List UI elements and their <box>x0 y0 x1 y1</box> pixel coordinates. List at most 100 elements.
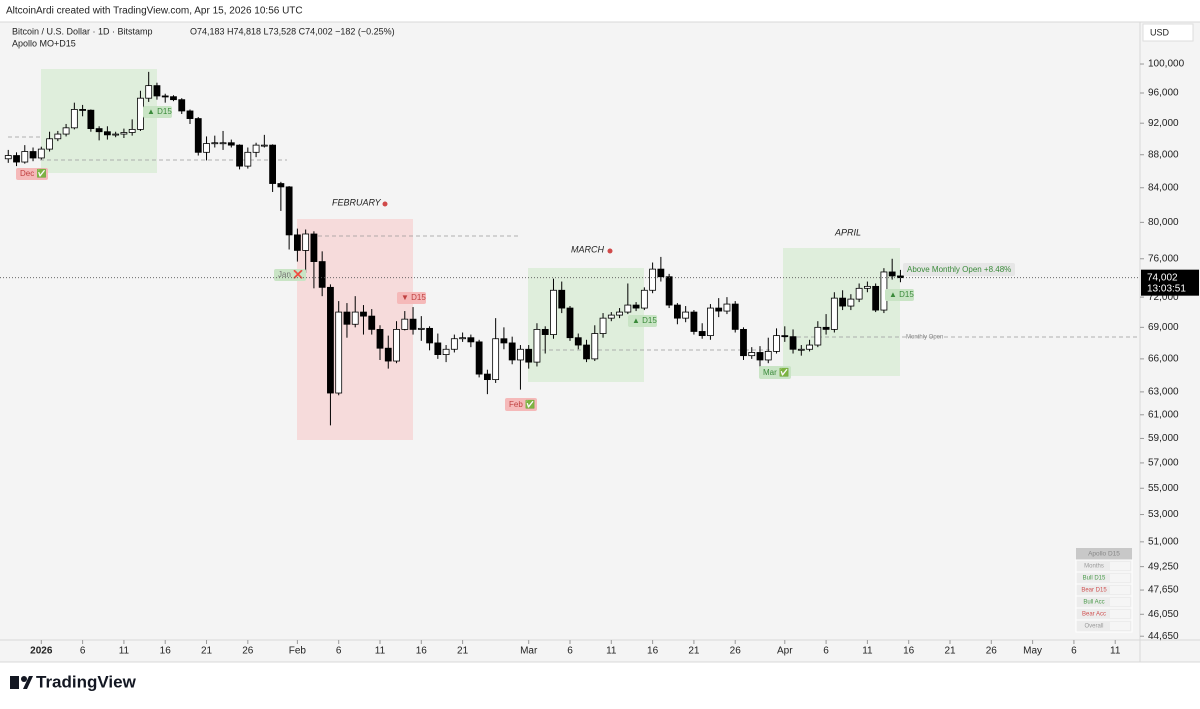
x-tick-label: 21 <box>944 646 956 657</box>
candle-body <box>310 233 318 262</box>
tag-text: Feb ✅ <box>509 399 535 409</box>
x-tick-label: May <box>1023 646 1042 657</box>
table-row-label: Bull D15 <box>1083 576 1106 582</box>
candle-body <box>153 85 161 97</box>
tag-text: ▲ D15 <box>147 107 172 116</box>
y-tick-label: 63,000 <box>1148 387 1179 398</box>
candle-body <box>137 97 144 130</box>
candle-body <box>13 155 20 163</box>
candle-body <box>70 109 78 129</box>
candle-body <box>285 186 293 236</box>
candle-body <box>624 304 632 313</box>
stats-table: Apollo D15 Months Bull D15 Bear D15 Bull Acc… <box>1075 548 1133 633</box>
candle-body <box>508 342 516 361</box>
x-tick-label: 6 <box>336 646 342 657</box>
y-tick-label: 84,000 <box>1148 182 1179 193</box>
candle-body <box>277 183 285 188</box>
candle-body <box>632 304 640 309</box>
tag <box>397 292 426 304</box>
candle-body <box>54 133 62 140</box>
brand-logo <box>10 676 33 689</box>
countdown: 13:03:51 <box>1147 283 1186 294</box>
tag-text: Monthly Open <box>906 335 943 341</box>
candle-body <box>186 110 194 119</box>
symbol: Bitcoin / U.S. Dollar · 1D · Bitstamp <box>12 26 153 36</box>
x-tick-label: 6 <box>80 646 86 657</box>
icon <box>382 201 388 207</box>
ohlc-header: O74,183 H74,818 L73,528 C74,002 −182 (−0… <box>190 26 395 36</box>
candle-body <box>95 128 103 133</box>
x-tick-label: 21 <box>457 646 469 657</box>
candle-body <box>591 333 599 360</box>
candle-body <box>46 138 53 150</box>
zone-box <box>783 248 900 376</box>
candle-body <box>409 318 417 330</box>
candle-body <box>401 318 409 330</box>
candle-body <box>120 132 128 135</box>
candle-body <box>302 233 310 251</box>
y-tick-label: 53,000 <box>1148 509 1179 520</box>
y-tick-label: 72,000 <box>1148 292 1179 303</box>
candle-body <box>368 315 376 330</box>
candle-body <box>748 352 756 357</box>
candle-body <box>566 307 574 339</box>
candle-body <box>872 285 880 311</box>
logo-mark <box>10 676 19 689</box>
currency[interactable]: USD <box>1150 27 1170 37</box>
table-cell-bg <box>1110 598 1130 606</box>
x-tick-label: 6 <box>1071 646 1077 657</box>
candle-body <box>682 311 690 319</box>
candle-body <box>698 331 706 337</box>
y-tick-label: 44,650 <box>1148 631 1179 642</box>
tag-text: Jan ❌ <box>278 269 303 279</box>
candle-body <box>426 327 433 344</box>
brand: TradingView <box>36 672 137 691</box>
candle-body <box>219 142 227 145</box>
price-axis <box>1140 22 1200 662</box>
credit: AltcoinArdi created with TradingView.com… <box>6 6 303 17</box>
table-row-label: Bear Acc <box>1082 612 1106 618</box>
candle-body <box>211 142 219 145</box>
x-tick-label: 11 <box>375 646 386 657</box>
currency-box[interactable] <box>1142 23 1194 42</box>
candle-body <box>145 85 153 99</box>
candle-body <box>260 144 268 147</box>
candle-body <box>376 328 384 349</box>
x-tick-label: 26 <box>242 646 254 657</box>
last-price-label: 74,002 <box>1147 272 1178 283</box>
y-tick-label: 66,000 <box>1148 354 1179 365</box>
candle-body <box>649 268 657 291</box>
candle-body <box>541 328 549 335</box>
candle-body <box>293 234 301 251</box>
candle-body <box>360 311 367 317</box>
x-tick-label: 2026 <box>30 646 53 657</box>
candle-body <box>607 314 615 319</box>
x-tick-label: 6 <box>567 646 573 657</box>
table-cell-bg <box>1110 610 1130 618</box>
x-tick-label: 21 <box>201 646 213 657</box>
x-tick-label: 26 <box>730 646 742 657</box>
candle-body <box>550 289 557 335</box>
candle-body <box>128 128 136 133</box>
candle-body <box>789 336 797 350</box>
candle-body <box>21 151 29 163</box>
candle-body <box>384 347 392 362</box>
candle-body <box>79 109 87 111</box>
table-row-label: Months <box>1084 564 1104 570</box>
y-tick-label: 88,000 <box>1148 149 1179 160</box>
x-tick-label: Apr <box>777 646 793 657</box>
y-tick-label: 46,050 <box>1148 609 1179 620</box>
candle-body <box>467 337 475 343</box>
candle-body <box>318 261 326 288</box>
candle-body <box>863 285 871 289</box>
candle-body <box>533 328 541 363</box>
logo-mark <box>23 676 33 689</box>
table-row-label: Overall <box>1084 624 1103 630</box>
x-tick-label: Feb <box>289 646 307 657</box>
table-cell-bg <box>1110 622 1130 630</box>
candle-body <box>62 127 70 135</box>
candle-body <box>178 99 186 112</box>
month-label: MARCH <box>571 244 604 254</box>
y-tick-label: 55,000 <box>1148 483 1179 494</box>
